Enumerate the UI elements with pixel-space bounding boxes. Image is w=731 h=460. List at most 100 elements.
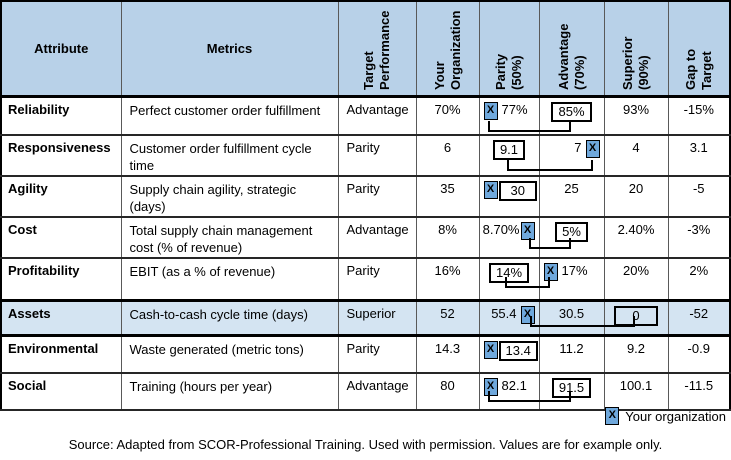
superior-cell: 20 bbox=[603, 176, 668, 218]
col-header-parity: Parity (50%) bbox=[478, 1, 539, 98]
gap-cell: -0.9 bbox=[667, 335, 730, 374]
your-org-cell: 6 bbox=[415, 135, 479, 177]
your-org-marker: X bbox=[520, 222, 535, 240]
your-org-cell: 14.3 bbox=[415, 335, 479, 374]
gap-cell: -11.5 bbox=[667, 373, 730, 411]
attribute-cell: Social bbox=[1, 373, 121, 411]
your-org-cell: 35 bbox=[415, 176, 479, 218]
legend-label: Your organization bbox=[625, 408, 726, 424]
col-header-metrics: Metrics bbox=[120, 1, 338, 98]
advantage-cell: 11.2 bbox=[538, 335, 604, 374]
target-box: 91.5 bbox=[551, 378, 592, 398]
advantage-value: 17% bbox=[561, 263, 588, 278]
table-row-reliability: Reliability Perfect customer order fulfi… bbox=[1, 96, 730, 136]
your-org-marker: X bbox=[483, 181, 498, 199]
superior-cell: 9.2 bbox=[603, 335, 668, 374]
table-row-responsiveness: Responsiveness Customer order fulfillmen… bbox=[1, 135, 730, 177]
connector-reliability bbox=[488, 121, 571, 132]
your-org-marker: X bbox=[483, 340, 498, 359]
connector-assets bbox=[530, 316, 635, 327]
parity-value: 77% bbox=[501, 101, 528, 117]
gap-cell: -52 bbox=[667, 298, 730, 337]
superior-cell: 100.1 bbox=[603, 373, 668, 411]
your-org-cell: 80 bbox=[415, 373, 479, 411]
connector-cost bbox=[529, 238, 571, 249]
your-org-cell: 52 bbox=[415, 298, 479, 337]
superior-cell: 93% bbox=[603, 96, 668, 136]
target-cell: Advantage bbox=[337, 96, 416, 136]
col-header-gap-to-target: Gap to Target bbox=[667, 1, 730, 98]
connector-profitability bbox=[505, 277, 550, 288]
advantage-cell: 25 bbox=[538, 176, 604, 218]
attribute-cell: Environmental bbox=[1, 335, 121, 374]
target-cell: Superior bbox=[337, 298, 416, 337]
attribute-cell: Profitability bbox=[1, 258, 121, 301]
parity-value: 8.70% bbox=[482, 222, 520, 237]
target-cell: Parity bbox=[337, 176, 416, 218]
col-header-target-performance: Target Performance bbox=[337, 1, 416, 98]
attribute-cell: Reliability bbox=[1, 96, 121, 136]
target-box: 0 bbox=[614, 305, 658, 326]
table-row-environmental: Environmental Waste generated (metric to… bbox=[1, 335, 730, 374]
metric-cell: Waste generated (metric tons) bbox=[120, 335, 338, 374]
gap-cell: -15% bbox=[667, 96, 730, 136]
target-cell: Parity bbox=[337, 258, 416, 301]
target-box: 5% bbox=[555, 222, 588, 242]
gap-cell: -3% bbox=[667, 217, 730, 259]
superior-cell: 4 bbox=[603, 135, 668, 177]
target-box: 9.1 bbox=[492, 140, 526, 160]
attribute-cell: Assets bbox=[1, 298, 121, 337]
parity-value: 55.4 bbox=[491, 305, 517, 321]
parity-value: 82.1 bbox=[501, 378, 527, 393]
attribute-cell: Responsiveness bbox=[1, 135, 121, 177]
metric-cell: Supply chain agility, strategic (days) bbox=[120, 176, 338, 218]
target-cell: Advantage bbox=[337, 373, 416, 411]
gap-cell: 2% bbox=[667, 258, 730, 301]
table-row-cost: Cost Total supply chain management cost … bbox=[1, 217, 730, 259]
legend: X Your organization bbox=[605, 407, 726, 425]
source-note: Source: Adapted from SCOR-Professional T… bbox=[68, 437, 663, 452]
table-row-profitability: Profitability EBIT (as a % of revenue) P… bbox=[1, 258, 730, 301]
gap-cell: 3.1 bbox=[667, 135, 730, 177]
table-header-row: Attribute Metrics Target Performance You… bbox=[1, 1, 730, 98]
advantage-value: 7 bbox=[574, 140, 582, 155]
your-org-marker-legend: X bbox=[605, 407, 620, 425]
superior-cell: 20% bbox=[603, 258, 668, 301]
benchmark-table: Attribute Metrics Target Performance You… bbox=[0, 0, 731, 411]
your-org-marker: X bbox=[483, 378, 498, 396]
metric-cell: Perfect customer order fulfillment bbox=[120, 96, 338, 136]
metric-cell: Cash-to-cash cycle time (days) bbox=[120, 298, 338, 337]
your-org-cell: 70% bbox=[415, 96, 479, 136]
target-cell: Advantage bbox=[337, 217, 416, 259]
your-org-marker: X bbox=[483, 101, 498, 120]
superior-cell: 2.40% bbox=[603, 217, 668, 259]
metric-cell: Customer order fulfillment cycle time bbox=[120, 135, 338, 177]
connector-responsiveness bbox=[507, 160, 593, 171]
attribute-cell: Agility bbox=[1, 176, 121, 218]
col-header-your-organization: Your Organization bbox=[415, 1, 479, 98]
target-box: 14% bbox=[488, 263, 530, 283]
table-row-social: Social Training (hours per year) Advanta… bbox=[1, 373, 730, 411]
metric-cell: Total supply chain management cost (% of… bbox=[120, 217, 338, 259]
target-box: 30 bbox=[498, 181, 537, 201]
table-row-agility: Agility Supply chain agility, strategic … bbox=[1, 176, 730, 218]
col-header-superior: Superior (90%) bbox=[603, 1, 668, 98]
your-org-cell: 8% bbox=[415, 217, 479, 259]
metric-cell: EBIT (as a % of revenue) bbox=[120, 258, 338, 301]
your-org-marker: X bbox=[543, 263, 558, 281]
metric-cell: Training (hours per year) bbox=[120, 373, 338, 411]
col-header-attribute: Attribute bbox=[1, 1, 121, 98]
your-org-marker: X bbox=[585, 140, 600, 158]
attribute-cell: Cost bbox=[1, 217, 121, 259]
advantage-cell: 30.5 bbox=[538, 298, 604, 337]
your-org-cell: 16% bbox=[415, 258, 479, 301]
table-row-assets: Assets Cash-to-cash cycle time (days) Su… bbox=[1, 298, 730, 337]
connector-social bbox=[488, 391, 571, 402]
target-cell: Parity bbox=[337, 135, 416, 177]
gap-cell: -5 bbox=[667, 176, 730, 218]
target-box: 85% bbox=[551, 101, 592, 122]
target-cell: Parity bbox=[337, 335, 416, 374]
col-header-advantage: Advantage (70%) bbox=[538, 1, 604, 98]
target-box: 13.4 bbox=[498, 340, 538, 361]
